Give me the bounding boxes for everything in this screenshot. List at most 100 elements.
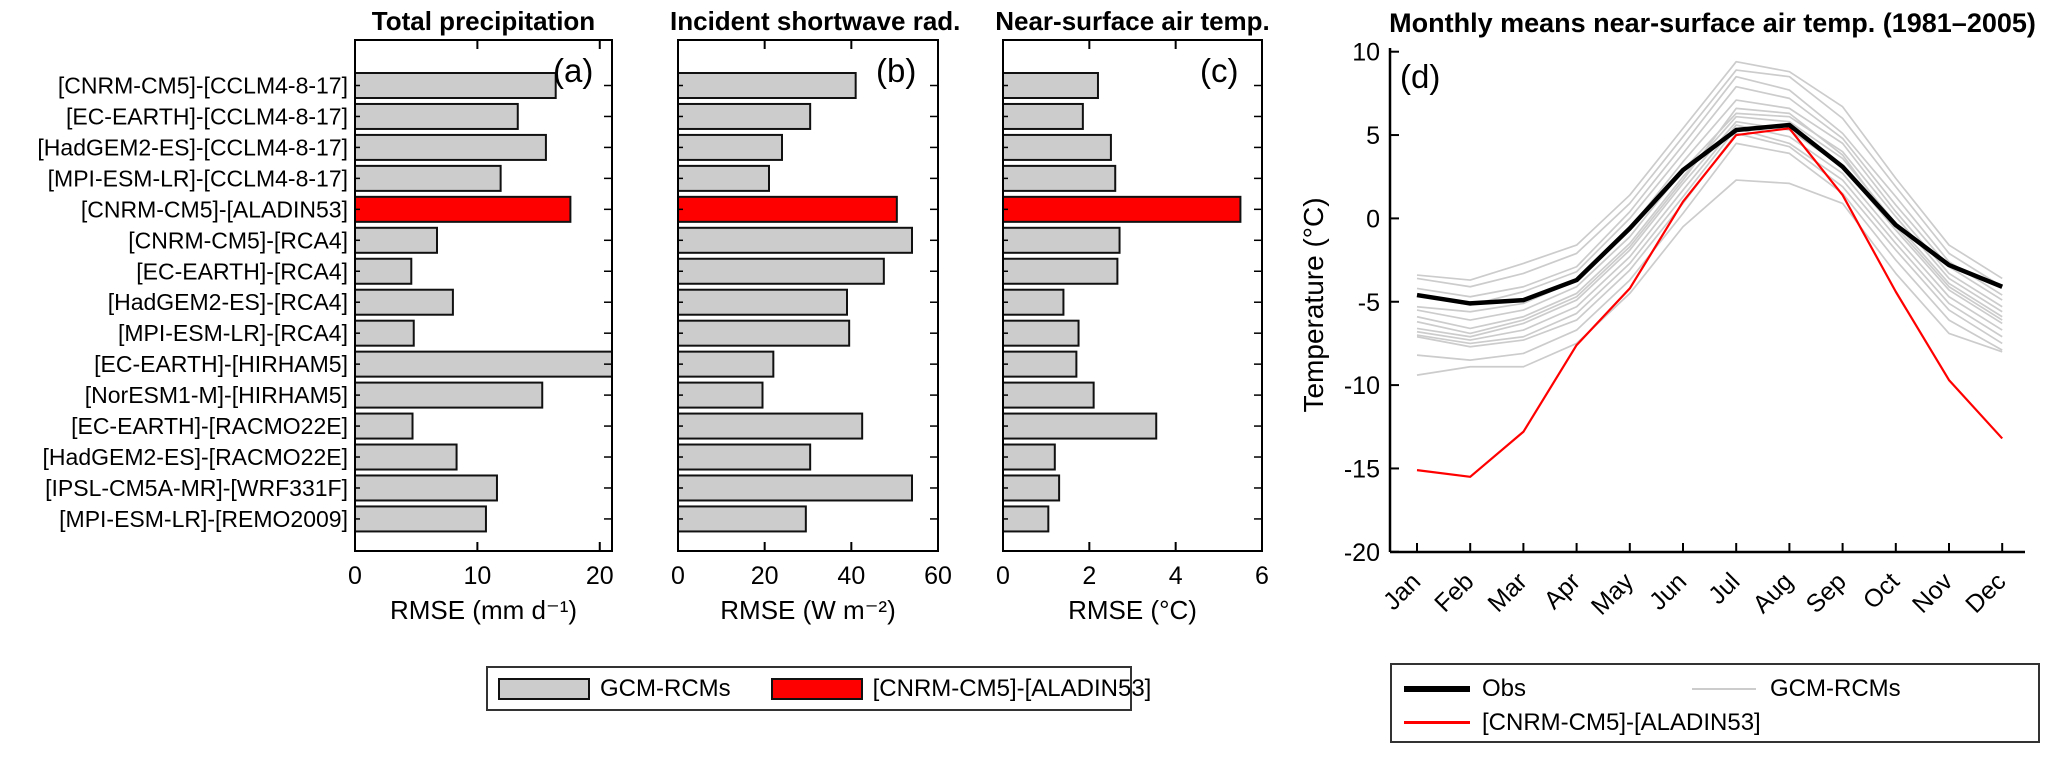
- bar: [677, 102, 812, 130]
- model-label: [HadGEM2-ES]-[RACMO22E]: [43, 444, 348, 470]
- gcm-rcm-line: [1416, 142, 2003, 361]
- panel-d-yaxis-label: Temperature (°C): [1298, 197, 1329, 413]
- aladin53-line: [1416, 127, 2004, 478]
- gcm-rcms-legend-label: GCM-RCMs: [600, 674, 731, 702]
- model-label: [EC-EARTH]-[CCLM4-8-17]: [66, 103, 348, 129]
- month-label: Sep: [1801, 567, 1852, 618]
- bar: [354, 72, 557, 99]
- bar: [354, 288, 454, 316]
- gcm-rcm-line: [1416, 124, 2003, 341]
- x-tick-label: 60: [924, 562, 952, 590]
- month-label: Jun: [1644, 567, 1692, 615]
- bar: [1002, 505, 1050, 533]
- model-label: [CNRM-CM5]-[ALADIN53]: [81, 196, 348, 222]
- bar: [354, 443, 458, 471]
- d-y-tick-label: 0: [1366, 205, 1380, 233]
- panel-a-letter: (a): [553, 52, 594, 89]
- bar: [677, 350, 775, 378]
- aladin53-line-sample: [1404, 721, 1470, 724]
- d-y-tick-label: 10: [1352, 39, 1380, 67]
- model-label: [IPSL-CM5A-MR]-[WRF331F]: [45, 475, 348, 501]
- bar: [677, 381, 764, 409]
- bar: [1002, 72, 1099, 99]
- bar: [677, 164, 770, 192]
- x-tick-label: 20: [586, 562, 614, 590]
- obs-line: [1416, 122, 2004, 306]
- bar: [1002, 474, 1061, 502]
- bar: [1002, 195, 1242, 223]
- plot-frame: [677, 39, 939, 552]
- aladin53-legend-label: [CNRM-CM5]-[ALADIN53]: [872, 674, 1152, 702]
- d-y-tick-label: -15: [1344, 455, 1380, 483]
- gcm-rcms-lines-legend-label: GCM-RCMs: [1770, 675, 1901, 702]
- model-label: [MPI-ESM-LR]-[RCA4]: [118, 320, 348, 346]
- month-label: Jan: [1378, 567, 1426, 615]
- aladin53-line-legend-label: [CNRM-CM5]-[ALADIN53]: [1482, 709, 1761, 736]
- gcm-rcms-swatch: [498, 677, 590, 700]
- panel-c-xaxis-label: RMSE (°C): [1068, 595, 1197, 625]
- bar: [677, 319, 851, 347]
- model-label: [NorESM1-M]-[HIRHAM5]: [85, 382, 348, 408]
- bar: [677, 443, 812, 471]
- bar: [1002, 288, 1065, 316]
- x-tick-label: 0: [671, 562, 685, 590]
- bar: [354, 412, 414, 440]
- model-label: [EC-EARTH]-[RCA4]: [136, 258, 348, 284]
- bar: [354, 226, 438, 254]
- model-label: [HadGEM2-ES]-[RCA4]: [108, 289, 348, 315]
- x-tick-label: 0: [348, 562, 362, 590]
- bar: [354, 164, 502, 192]
- aladin53-swatch: [770, 677, 863, 700]
- month-label: May: [1586, 567, 1640, 621]
- gcm-rcm-line: [1416, 60, 2003, 281]
- model-label: [MPI-ESM-LR]-[CCLM4-8-17]: [48, 165, 348, 191]
- gcm-rcm-line: [1416, 120, 2003, 338]
- panel-a-title: Total precipitation: [371, 6, 596, 36]
- panel-d-title: Monthly means near-surface air temp. (19…: [1389, 8, 2036, 38]
- d-y-tick-label: -20: [1344, 539, 1380, 567]
- bar: [677, 226, 913, 254]
- bar: [354, 319, 415, 347]
- bar: [354, 505, 487, 533]
- panel-b-title: Incident shortwave rad.: [670, 6, 961, 36]
- bar: [677, 412, 864, 440]
- bar: [1002, 226, 1121, 254]
- month-label: Apr: [1539, 567, 1586, 614]
- gcm-rcm-line: [1416, 85, 2003, 306]
- plot-frame: [354, 39, 613, 552]
- bar: [1002, 102, 1084, 130]
- model-label: [CNRM-CM5]-[CCLM4-8-17]: [58, 73, 348, 99]
- x-tick-label: 40: [837, 562, 865, 590]
- x-tick-label: 6: [1255, 562, 1269, 590]
- bar: [354, 195, 572, 223]
- panel-d-letter: (d): [1400, 58, 1441, 95]
- month-label: Feb: [1429, 567, 1479, 617]
- bar: [677, 257, 885, 285]
- bar: [1002, 381, 1095, 409]
- gcm-rcm-line: [1416, 99, 2003, 313]
- gcm-rcm-line: [1416, 112, 2003, 321]
- bar: [1002, 350, 1078, 378]
- model-label: [EC-EARTH]-[RACMO22E]: [71, 413, 348, 439]
- month-label: Jul: [1703, 567, 1745, 609]
- x-tick-label: 4: [1169, 562, 1183, 590]
- x-tick-label: 0: [996, 562, 1010, 590]
- bar: [677, 505, 807, 533]
- bar: [677, 195, 898, 223]
- month-label: Dec: [1960, 567, 2011, 618]
- bar: [1002, 319, 1080, 347]
- panel-c-letter: (c): [1200, 52, 1239, 89]
- bar: [1002, 257, 1119, 285]
- d-y-tick-label: 5: [1366, 122, 1380, 150]
- bar: [1002, 412, 1158, 440]
- panel-c-title: Near-surface air temp.: [995, 6, 1270, 36]
- obs-legend-label: Obs: [1482, 675, 1527, 702]
- gcm-rcm-line: [1416, 69, 2003, 288]
- plot-frame: [1002, 39, 1263, 552]
- bar: [677, 72, 857, 99]
- month-label: Oct: [1858, 567, 1905, 614]
- bar: [677, 288, 848, 316]
- bar-chart-legend: GCM-RCMs [CNRM-CM5]-[ALADIN53]: [486, 666, 1151, 711]
- bar: [354, 133, 547, 161]
